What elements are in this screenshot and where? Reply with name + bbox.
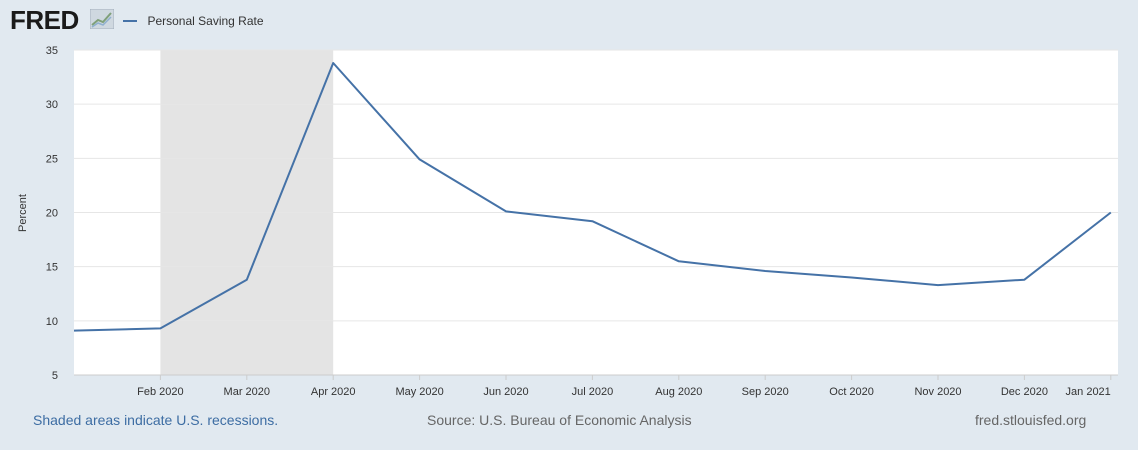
- x-tick-label: Sep 2020: [742, 386, 789, 398]
- x-tick-label: Feb 2020: [137, 386, 183, 398]
- y-tick-label: 30: [46, 99, 58, 111]
- x-tick-label: Aug 2020: [655, 386, 702, 398]
- series-layer: [73, 62, 1112, 332]
- x-tick-label: Apr 2020: [311, 386, 356, 398]
- y-tick-label: 5: [52, 370, 58, 382]
- fred-logo-chart-icon: [90, 9, 114, 29]
- y-tick-label: 35: [46, 45, 58, 57]
- fred-logo[interactable]: FRED: [10, 5, 79, 35]
- chart-legend[interactable]: Personal Saving Rate: [123, 12, 264, 28]
- x-tick-label: Jun 2020: [483, 386, 528, 398]
- line-chart: 5 10 15 20 25 30 35 Feb 2020 Mar 2020 Apr 2020 Ma…: [17, 45, 1118, 398]
- y-axis-label: Percent: [17, 194, 29, 232]
- legend-swatch: [123, 19, 137, 22]
- x-axis: Feb 2020 Mar 2020 Apr 2020 May 2020 Jun 2020…: [74, 374, 1118, 398]
- recession-note[interactable]: Shaded areas indicate U.S. recessions.: [33, 412, 279, 428]
- source-note: Source: U.S. Bureau of Economic Analysis: [427, 412, 692, 428]
- series-line[interactable]: [73, 62, 1112, 332]
- y-tick-label: 15: [46, 262, 58, 274]
- x-tick-label: May 2020: [395, 386, 443, 398]
- x-tick-label: Jan 2021: [1066, 386, 1111, 398]
- x-tick-label: Nov 2020: [914, 386, 961, 398]
- x-tick-label: Mar 2020: [224, 386, 270, 398]
- y-tick-label: 25: [46, 153, 58, 165]
- y-axis: 5 10 15 20 25 30 35: [46, 45, 58, 382]
- site-link[interactable]: fred.stlouisfed.org: [975, 412, 1087, 428]
- legend-label: Personal Saving Rate: [147, 13, 264, 28]
- x-tick-label: Oct 2020: [829, 386, 874, 398]
- y-tick-label: 10: [46, 316, 58, 328]
- x-tick-label: Dec 2020: [1001, 386, 1048, 398]
- x-tick-label: Jul 2020: [572, 386, 614, 398]
- y-tick-label: 20: [46, 208, 58, 220]
- chart-header: FRED Personal Saving Rate: [0, 0, 1138, 40]
